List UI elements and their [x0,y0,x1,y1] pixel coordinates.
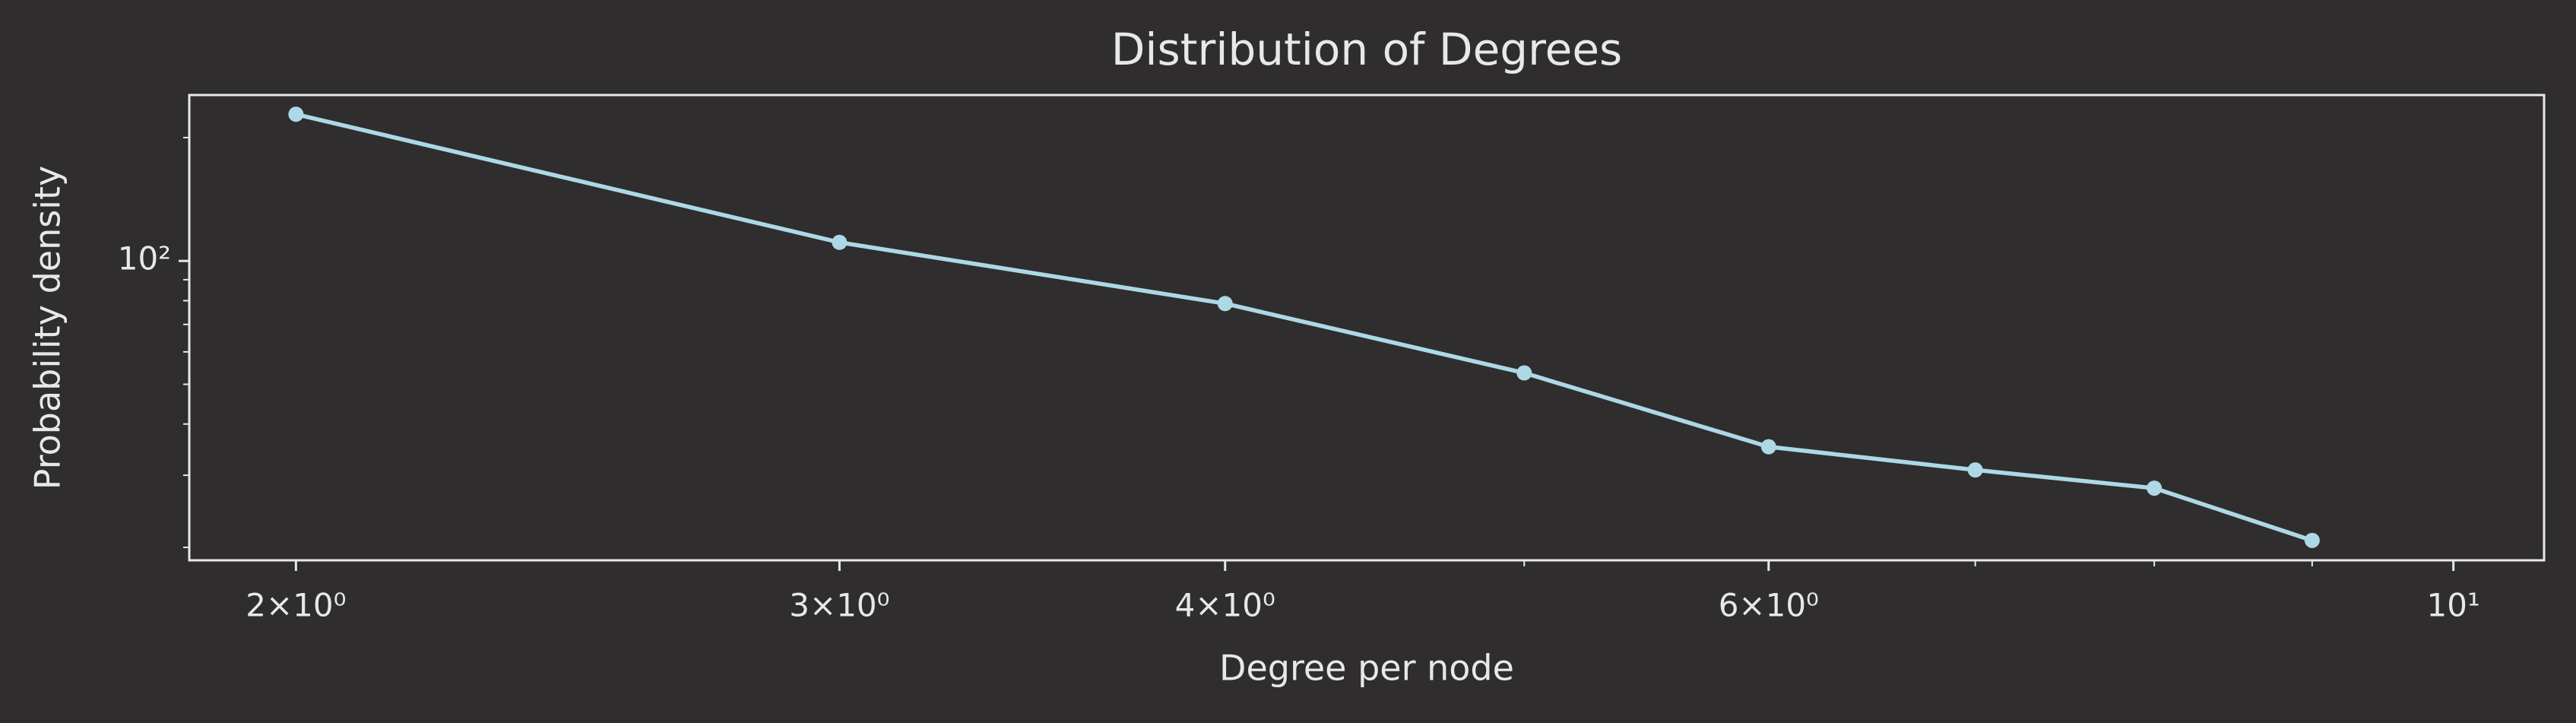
x-axis-label: Degree per node [1219,648,1514,689]
data-point [1516,365,1532,381]
data-point [2304,532,2320,548]
data-point [1967,462,1983,478]
y-tick-label: 10² [118,240,171,277]
data-point [2147,480,2163,496]
data-line [295,112,2313,543]
x-tick-label: 3×10⁰ [789,587,889,624]
x-tick-label: 6×10⁰ [1719,587,1819,624]
data-point [288,106,304,122]
x-tick-label: 2×10⁰ [246,587,346,624]
data-point [832,234,848,250]
data-point [1217,296,1233,312]
x-tick-label: 10¹ [2427,587,2480,624]
y-axis-label: Probability density [27,166,68,490]
data-point [1760,439,1776,455]
chart-title: Distribution of Degrees [1111,24,1622,75]
plot-frame [188,94,2546,562]
x-tick-label: 4×10⁰ [1175,587,1275,624]
